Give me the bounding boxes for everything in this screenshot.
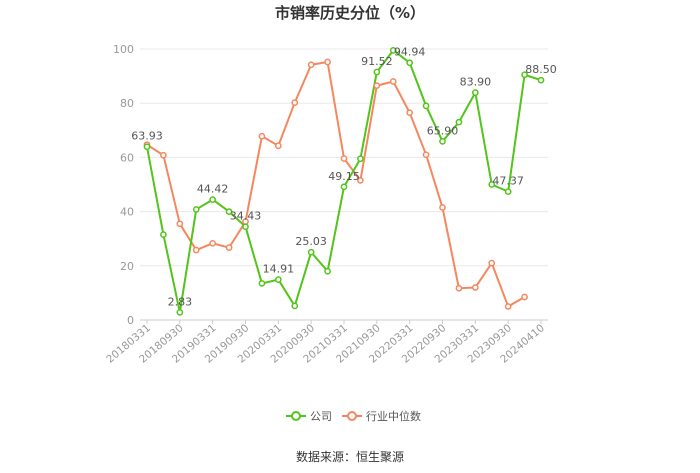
- data-point: [225, 208, 233, 215]
- data-point: [143, 143, 151, 151]
- data-point: [160, 231, 167, 238]
- data-point: [160, 151, 167, 159]
- legend-label: 行业中位数: [366, 409, 421, 423]
- legend-marker-icon: [291, 411, 301, 421]
- y-tick-label: 0: [127, 314, 134, 327]
- data-point: [291, 302, 299, 310]
- data-point: [307, 248, 315, 256]
- data-point: [373, 68, 381, 76]
- data-point: [258, 280, 266, 287]
- data-point: [324, 58, 331, 66]
- data-point: [373, 82, 381, 89]
- data-point: [225, 244, 233, 251]
- data-labels: 63.93 2.83 44.42 34.43 14.91 25.03 49.15 91.529…: [131, 46, 557, 309]
- data-point: [176, 308, 184, 316]
- data-label: 25.03: [295, 235, 327, 248]
- data-point: [422, 151, 430, 159]
- data-point: [488, 259, 496, 267]
- y-tick-label: 40: [120, 206, 134, 219]
- data-point: [357, 155, 364, 163]
- data-point: [521, 293, 528, 301]
- data-label: 65.90: [427, 124, 459, 137]
- data-point: [406, 109, 414, 117]
- y-tick-label: 20: [120, 260, 134, 273]
- data-point: [274, 276, 282, 283]
- data-point: [291, 99, 299, 107]
- data-point: [455, 118, 463, 126]
- data-point: [439, 138, 446, 145]
- data-label: 94.94: [394, 46, 426, 59]
- legend-label: 公司: [310, 410, 332, 423]
- data-point: [504, 303, 512, 310]
- data-point: [406, 59, 414, 67]
- data-point: [324, 267, 331, 275]
- data-point: [340, 183, 348, 191]
- data-point: [455, 284, 463, 292]
- data-label: 44.42: [197, 183, 229, 196]
- y-tick-label: 80: [120, 97, 134, 110]
- data-point: [274, 142, 282, 150]
- data-point: [258, 132, 266, 140]
- data-label: 47.37: [492, 175, 524, 188]
- data-label: 14.91: [263, 263, 295, 276]
- x-axis: 2018033120180930201903312019093020200331…: [104, 319, 548, 366]
- legend[interactable]: 公司 行业中位数: [286, 409, 421, 423]
- data-point: [537, 76, 545, 84]
- source-note: 数据来源：恒生聚源: [296, 449, 404, 464]
- chart-title: 市销率历史分位（%）: [275, 4, 425, 22]
- data-point: [340, 155, 348, 162]
- data-point: [521, 71, 528, 79]
- data-label: 34.43: [230, 210, 262, 223]
- data-point: [209, 196, 217, 203]
- legend-item-company[interactable]: 公司: [286, 410, 332, 423]
- data-point: [471, 89, 479, 96]
- legend-item-industry-median[interactable]: 行业中位数: [342, 409, 421, 423]
- data-point: [504, 188, 512, 195]
- data-label: 2.83: [168, 295, 193, 308]
- data-point: [242, 223, 249, 231]
- data-point: [422, 102, 430, 110]
- y-tick-label: 60: [120, 151, 134, 164]
- data-point: [307, 61, 315, 69]
- data-point: [192, 246, 200, 254]
- data-label: 88.50: [525, 63, 557, 76]
- data-label: 91.52: [361, 55, 393, 68]
- data-point: [389, 78, 397, 85]
- legend-marker-icon: [347, 411, 357, 421]
- y-tick-label: 100: [113, 43, 134, 56]
- data-point: [192, 206, 200, 213]
- data-point: [209, 239, 217, 247]
- data-point: [176, 220, 184, 228]
- data-label: 49.15: [328, 170, 360, 183]
- data-point: [488, 181, 496, 188]
- series-points: [143, 47, 545, 316]
- data-point: [439, 204, 446, 211]
- y-axis: 0 20 40 60 80 100: [113, 43, 134, 327]
- data-point: [357, 177, 364, 184]
- data-point: [389, 47, 397, 54]
- data-label: 83.90: [460, 76, 492, 89]
- data-point: [471, 284, 479, 291]
- data-label: 63.93: [131, 130, 163, 143]
